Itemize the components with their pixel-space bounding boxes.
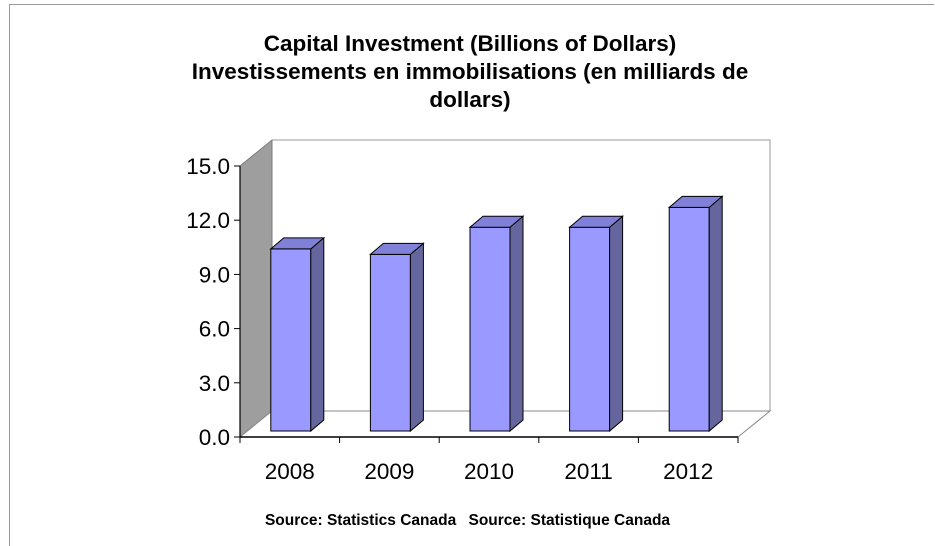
source-english: Source: Statistics Canada (264, 512, 457, 529)
bar-front (469, 226, 511, 432)
bar-side (609, 215, 624, 433)
chart-title: Capital Investment (Billions of Dollars)… (150, 30, 790, 114)
side-wall (239, 138, 273, 439)
chart-bars (269, 195, 724, 433)
bar-front (668, 206, 710, 432)
back-wall (272, 139, 771, 411)
bar-front (369, 253, 411, 432)
bar (269, 236, 326, 433)
bar-side (409, 242, 424, 433)
source-note: Source: Statistics Canada Source: Statis… (0, 512, 935, 530)
bar (568, 215, 624, 433)
bar-front (569, 226, 611, 432)
y-tick-label: 15.0 (186, 154, 230, 179)
bar-side (310, 236, 325, 433)
bar-side (509, 215, 524, 433)
bar-top (269, 237, 326, 250)
bar-top (369, 242, 425, 255)
bar-top (667, 195, 724, 208)
chart-title-line: Capital Investment (Billions of Dollars) (263, 31, 677, 56)
bar-front (270, 248, 312, 432)
bar-top (568, 215, 624, 228)
x-axis-ticks: 2008 2009 2010 2011 2012 (265, 459, 713, 484)
y-axis-ticks: 0.0 3.0 6.0 9.0 12.0 15.0 (186, 154, 230, 450)
x-tick-label: 2009 (364, 459, 414, 484)
y-tick-label: 9.0 (199, 262, 230, 287)
source-french: Source: Statistique Canada (468, 512, 671, 529)
chart-title-line: dollars) (429, 87, 511, 112)
chart-title-line: Investissements en immobilisations (en m… (191, 59, 749, 84)
x-tick-label: 2010 (464, 459, 514, 484)
bar (468, 215, 525, 433)
bar (667, 195, 724, 433)
chart-frame (9, 4, 934, 546)
chart-axes (234, 165, 739, 443)
bar (369, 242, 425, 433)
bar-top (468, 215, 525, 228)
x-tick-label: 2012 (663, 459, 713, 484)
y-tick-label: 3.0 (199, 371, 230, 396)
x-tick-label: 2008 (265, 459, 315, 484)
y-tick-label: 6.0 (199, 317, 230, 342)
y-tick-label: 12.0 (186, 208, 230, 233)
bar-side (708, 195, 723, 433)
x-tick-label: 2011 (564, 459, 612, 484)
y-tick-label: 0.0 (199, 425, 230, 450)
